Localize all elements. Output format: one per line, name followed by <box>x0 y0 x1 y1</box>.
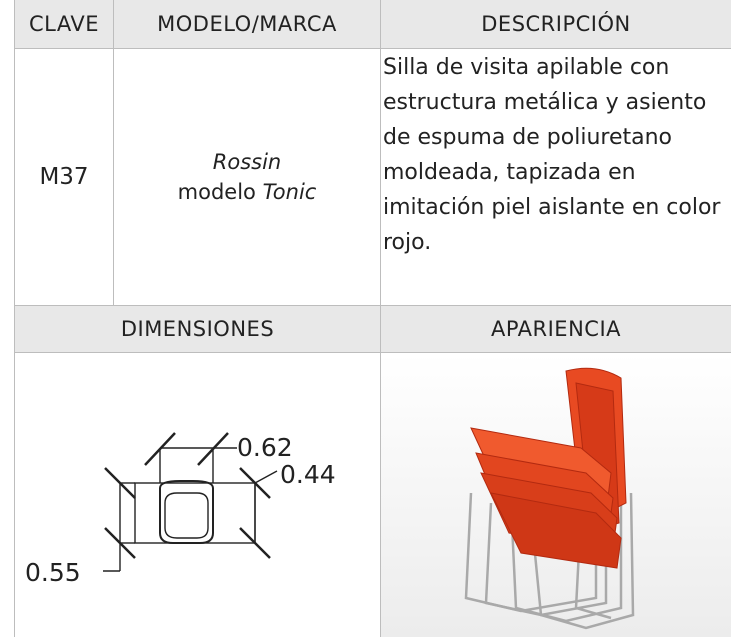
dimension-width: 0.62 <box>237 433 293 462</box>
border <box>14 0 15 637</box>
chair-image <box>381 353 731 637</box>
border <box>380 0 381 637</box>
dimension-depth: 0.44 <box>280 460 336 489</box>
model-name: Tonic <box>262 179 317 204</box>
model-text: Rossin modelo Tonic <box>178 147 317 207</box>
border <box>113 0 114 305</box>
header-descripcion: DESCRIPCIÓN <box>381 0 731 48</box>
model: Rossin modelo Tonic <box>114 48 380 305</box>
border <box>14 48 731 49</box>
model-prefix: modelo <box>177 179 256 204</box>
header-modelo: MODELO/MARCA <box>114 0 380 48</box>
dimension-height: 0.55 <box>25 558 81 587</box>
header-apariencia: APARIENCIA <box>381 305 731 352</box>
border <box>14 352 731 353</box>
dimension-drawing: 0.62 0.44 0.55 <box>25 432 336 587</box>
header-clave: CLAVE <box>15 0 113 48</box>
brand: Rossin <box>212 149 282 174</box>
clave: M37 <box>39 163 89 190</box>
header-dimensiones: DIMENSIONES <box>15 305 380 352</box>
description: Silla de visita apilable con estructura … <box>383 55 721 255</box>
border <box>14 305 731 306</box>
